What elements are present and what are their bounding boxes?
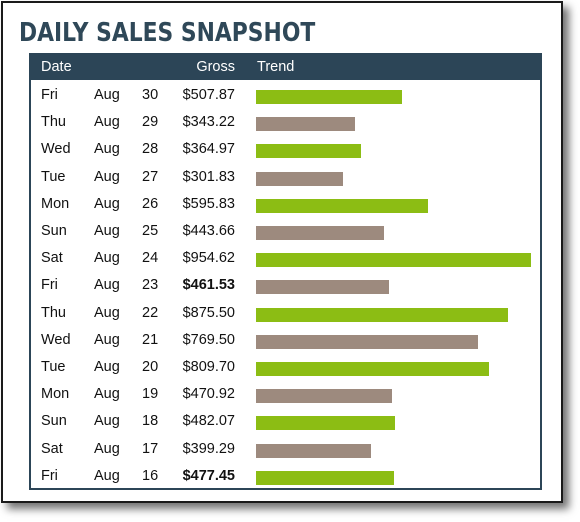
row-day: Tue [41,168,66,185]
row-gross: $769.50 [182,331,235,348]
row-day: Fri [41,467,58,484]
header-trend: Trend [257,59,295,75]
row-gross: $477.45 [182,467,235,484]
row-date: 22 [142,304,159,321]
row-month: Aug [94,386,120,403]
row-date: 17 [142,440,159,457]
row-gross: $482.07 [182,413,235,430]
row-day: Fri [41,277,58,294]
row-day: Thu [41,304,66,321]
trend-bar [256,226,384,240]
row-month: Aug [94,114,120,131]
table-row: Sat Aug 17 $399.29 [31,436,540,463]
table-row: Tue Aug 27 $301.83 [31,164,540,191]
row-month: Aug [94,141,120,158]
header-date: Date [41,59,72,75]
row-date: 23 [142,277,159,294]
row-gross: $461.53 [182,277,235,294]
trend-bar [256,144,361,159]
row-day: Sat [41,440,63,457]
row-day: Wed [41,331,71,348]
row-day: Sat [41,250,63,267]
row-month: Aug [94,168,120,185]
row-day: Tue [41,359,66,375]
row-gross: $343.22 [182,114,235,131]
table-row: Mon Aug 26 $595.83 [31,191,540,218]
sales-table: Date Gross Trend Fri Aug 30 $507.87 Thu Aug 29… [29,53,542,490]
trend-bar [256,117,355,132]
chart-title: DAILY SALES SNAPSHOT [19,18,316,48]
table-row: Thu Aug 22 $875.50 [31,300,540,327]
row-month: Aug [94,331,120,348]
trend-bar [256,334,478,349]
trend-bar [256,280,389,295]
row-month: Aug [94,277,120,294]
table-row: Wed Aug 21 $769.50 [31,327,540,354]
row-date: 18 [142,413,159,430]
trend-bar [256,307,508,322]
trend-bar [256,171,343,186]
trend-bar [256,416,395,431]
table-row: Fri Aug 30 $507.87 [31,82,540,109]
row-date: 21 [142,331,159,348]
row-month: Aug [94,250,120,267]
table-row: Fri Aug 23 $461.53 [31,272,540,299]
row-month: Aug [94,467,120,484]
row-month: Aug [94,87,120,103]
row-date: 19 [142,386,159,403]
row-date: 24 [142,250,159,267]
sales-snapshot-card: DAILY SALES SNAPSHOT Date Gross Trend Fr… [1,1,563,503]
row-month: Aug [94,195,120,212]
trend-bar [256,389,392,404]
table-row: Tue Aug 20 $809.70 [31,354,540,381]
row-day: Sun [41,413,67,430]
row-month: Aug [94,304,120,321]
row-gross: $809.70 [182,359,235,375]
trend-bar [256,362,489,376]
row-date: 30 [142,87,159,103]
trend-bar [256,470,394,485]
row-date: 28 [142,141,159,158]
trend-bar [256,253,531,268]
row-month: Aug [94,359,120,375]
table-row: Mon Aug 19 $470.92 [31,381,540,408]
trend-bar [256,90,402,104]
row-day: Fri [41,87,58,103]
row-gross: $399.29 [182,440,235,457]
row-date: 29 [142,114,159,131]
row-date: 27 [142,168,159,185]
row-gross: $301.83 [182,168,235,185]
table-header: Date Gross Trend [31,55,540,80]
row-month: Aug [94,413,120,430]
row-date: 26 [142,195,159,212]
table-row: Thu Aug 29 $343.22 [31,109,540,136]
row-day: Mon [41,386,70,403]
row-day: Sun [41,223,67,239]
row-gross: $364.97 [182,141,235,158]
trend-bar [256,443,371,458]
row-month: Aug [94,223,120,239]
row-gross: $470.92 [182,386,235,403]
row-day: Thu [41,114,66,131]
row-date: 25 [142,223,159,239]
table-row: Sat Aug 24 $954.62 [31,245,540,272]
table-row: Sun Aug 25 $443.66 [31,218,540,245]
row-gross: $954.62 [182,250,235,267]
row-day: Wed [41,141,71,158]
table-row: Wed Aug 28 $364.97 [31,136,540,163]
row-gross: $595.83 [182,195,235,212]
table-row: Sun Aug 18 $482.07 [31,408,540,435]
row-month: Aug [94,440,120,457]
row-gross: $507.87 [182,87,235,103]
row-date: 16 [142,467,159,484]
table-row: Fri Aug 16 $477.45 [31,463,540,490]
row-date: 20 [142,359,159,375]
header-gross: Gross [196,59,235,75]
row-day: Mon [41,195,70,212]
trend-bar [256,198,428,213]
row-gross: $875.50 [182,304,235,321]
row-gross: $443.66 [182,223,235,239]
